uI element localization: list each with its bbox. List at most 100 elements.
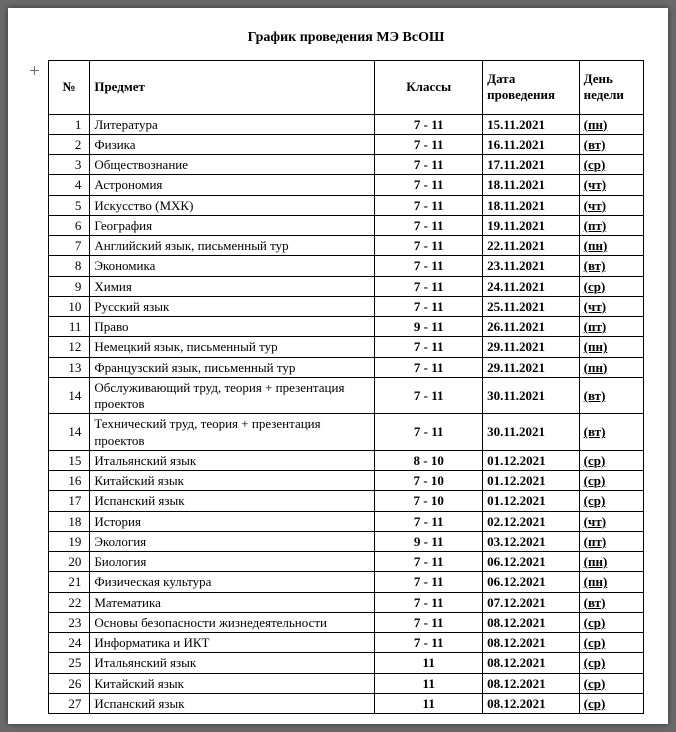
cell-date: 30.11.2021 [483,377,579,414]
table-row: 11Право9 - 1126.11.2021(пт) [49,317,644,337]
cell-date: 18.11.2021 [483,175,579,195]
table-row: 2Физика7 - 1116.11.2021(вт) [49,134,644,154]
cell-subject: Технический труд, теория + презентация п… [90,414,375,451]
cell-day: (чт) [579,195,643,215]
table-row: 20Биология7 - 1106.12.2021(пн) [49,552,644,572]
cell-date: 08.12.2021 [483,673,579,693]
cell-subject: Китайский язык [90,673,375,693]
cell-classes: 7 - 11 [375,256,483,276]
cell-number: 20 [49,552,90,572]
cell-day: (вт) [579,592,643,612]
cell-date: 01.12.2021 [483,491,579,511]
cell-number: 14 [49,414,90,451]
cell-classes: 7 - 11 [375,337,483,357]
cell-date: 08.12.2021 [483,633,579,653]
table-row: 5Искусство (МХК)7 - 1118.11.2021(чт) [49,195,644,215]
cell-day: (вт) [579,377,643,414]
table-row: 19Экология9 - 1103.12.2021(пт) [49,531,644,551]
table-anchor-icon [30,66,40,76]
cell-classes: 9 - 11 [375,317,483,337]
cell-classes: 7 - 11 [375,572,483,592]
cell-subject: Экология [90,531,375,551]
cell-date: 08.12.2021 [483,612,579,632]
cell-subject: Китайский язык [90,471,375,491]
cell-subject: Основы безопасности жизнедеятельности [90,612,375,632]
cell-subject: Итальянский язык [90,653,375,673]
cell-classes: 11 [375,653,483,673]
cell-day: (ср) [579,693,643,713]
cell-date: 25.11.2021 [483,296,579,316]
cell-number: 1 [49,114,90,134]
cell-classes: 7 - 11 [375,195,483,215]
cell-day: (вт) [579,414,643,451]
cell-classes: 7 - 11 [375,377,483,414]
cell-number: 22 [49,592,90,612]
cell-date: 29.11.2021 [483,357,579,377]
cell-number: 26 [49,673,90,693]
table-row: 27Испанский язык1108.12.2021(ср) [49,693,644,713]
cell-subject: История [90,511,375,531]
cell-classes: 7 - 10 [375,471,483,491]
cell-date: 30.11.2021 [483,414,579,451]
table-row: 1Литература7 - 1115.11.2021(пн) [49,114,644,134]
cell-classes: 7 - 11 [375,276,483,296]
cell-day: (чт) [579,511,643,531]
cell-date: 02.12.2021 [483,511,579,531]
cell-day: (ср) [579,673,643,693]
cell-subject: Физика [90,134,375,154]
cell-day: (вт) [579,134,643,154]
cell-day: (ср) [579,612,643,632]
cell-day: (пн) [579,236,643,256]
cell-subject: Испанский язык [90,693,375,713]
cell-classes: 7 - 11 [375,612,483,632]
cell-subject: Биология [90,552,375,572]
cell-subject: Итальянский язык [90,450,375,470]
cell-number: 19 [49,531,90,551]
cell-subject: Химия [90,276,375,296]
cell-subject: Английский язык, письменный тур [90,236,375,256]
cell-subject: Обществознание [90,155,375,175]
table-row: 13Французский язык, письменный тур7 - 11… [49,357,644,377]
cell-day: (ср) [579,450,643,470]
col-number: № [49,61,90,115]
cell-classes: 7 - 11 [375,114,483,134]
cell-day: (ср) [579,471,643,491]
cell-subject: Право [90,317,375,337]
table-row: 23Основы безопасности жизнедеятельности7… [49,612,644,632]
cell-day: (пт) [579,317,643,337]
cell-classes: 7 - 10 [375,491,483,511]
cell-day: (ср) [579,155,643,175]
schedule-table: № Предмет Классы Дата проведения День не… [48,60,644,714]
cell-day: (пн) [579,357,643,377]
cell-classes: 7 - 11 [375,511,483,531]
cell-number: 4 [49,175,90,195]
table-row: 3Обществознание7 - 1117.11.2021(ср) [49,155,644,175]
cell-day: (пт) [579,215,643,235]
cell-number: 27 [49,693,90,713]
table-row: 8Экономика7 - 1123.11.2021(вт) [49,256,644,276]
table-row: 22Математика7 - 1107.12.2021(вт) [49,592,644,612]
cell-date: 06.12.2021 [483,552,579,572]
cell-day: (пн) [579,114,643,134]
cell-classes: 8 - 10 [375,450,483,470]
cell-day: (ср) [579,491,643,511]
col-subject: Предмет [90,61,375,115]
cell-number: 5 [49,195,90,215]
cell-day: (ср) [579,276,643,296]
cell-date: 01.12.2021 [483,450,579,470]
cell-day: (чт) [579,296,643,316]
col-classes: Классы [375,61,483,115]
table-row: 4Астрономия7 - 1118.11.2021(чт) [49,175,644,195]
cell-date: 18.11.2021 [483,195,579,215]
cell-subject: Французский язык, письменный тур [90,357,375,377]
cell-subject: Искусство (МХК) [90,195,375,215]
cell-classes: 7 - 11 [375,296,483,316]
cell-day: (ср) [579,653,643,673]
page-title: График проведения МЭ ВсОШ [48,30,644,46]
cell-number: 12 [49,337,90,357]
cell-number: 9 [49,276,90,296]
table-row: 6География7 - 1119.11.2021(пт) [49,215,644,235]
cell-date: 08.12.2021 [483,653,579,673]
cell-subject: Информатика и ИКТ [90,633,375,653]
cell-date: 16.11.2021 [483,134,579,154]
